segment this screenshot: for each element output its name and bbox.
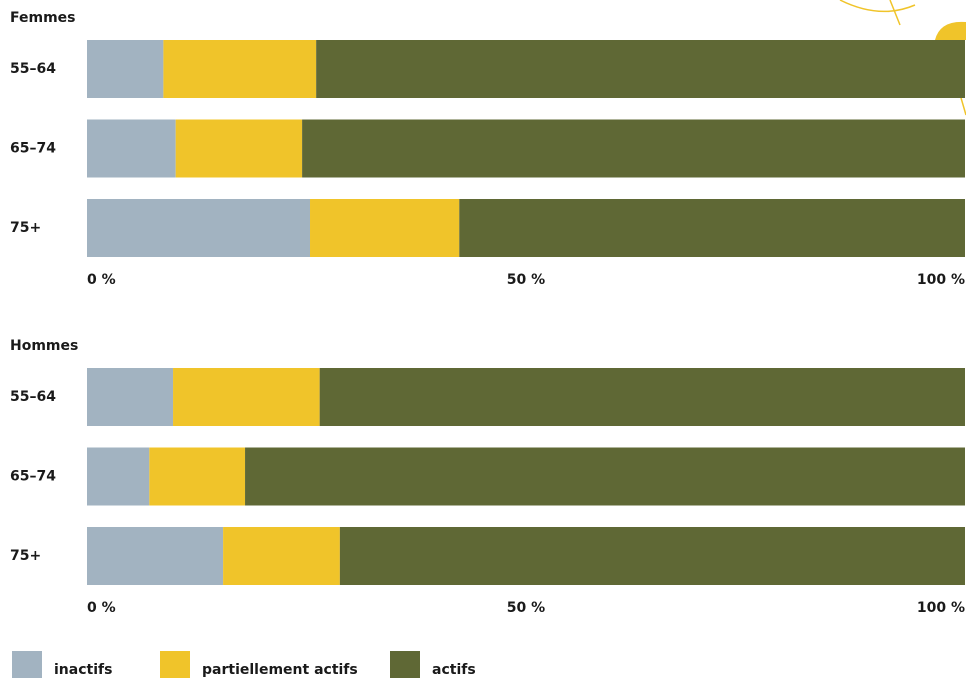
bar-segment bbox=[319, 368, 965, 426]
legend-label: partiellement actifs bbox=[202, 662, 358, 678]
x-tick-label: 50 % bbox=[507, 272, 545, 288]
x-tick-label: 50 % bbox=[507, 600, 545, 616]
x-tick-label: 100 % bbox=[917, 600, 965, 616]
x-tick-label: 100 % bbox=[917, 272, 965, 288]
legend-swatch bbox=[390, 651, 420, 678]
y-tick-label: 55–64 bbox=[10, 389, 56, 405]
bar-segment bbox=[173, 368, 320, 426]
x-tick-label: 0 % bbox=[87, 272, 116, 288]
bar-segment bbox=[87, 447, 150, 506]
bar-segment bbox=[149, 447, 246, 506]
legend-label: inactifs bbox=[54, 662, 112, 678]
legend-swatch bbox=[160, 651, 190, 678]
y-tick-label: 55–64 bbox=[10, 61, 56, 77]
bar-segment bbox=[310, 199, 460, 257]
legend-label: actifs bbox=[432, 662, 476, 678]
bar-segment bbox=[302, 119, 965, 178]
bar-segment bbox=[163, 40, 317, 98]
y-tick-label: 75+ bbox=[10, 220, 41, 236]
chart-title: Hommes bbox=[10, 338, 78, 354]
bar-segment bbox=[316, 40, 966, 98]
legend-swatch bbox=[12, 651, 42, 678]
bar-segment bbox=[87, 368, 174, 426]
bar-segment bbox=[87, 119, 176, 178]
x-tick-label: 0 % bbox=[87, 600, 116, 616]
bar-segment bbox=[175, 119, 303, 178]
bar-segment bbox=[87, 40, 164, 98]
bar-segment bbox=[459, 199, 965, 257]
chart-title: Femmes bbox=[10, 10, 76, 26]
y-tick-label: 65–74 bbox=[10, 469, 56, 485]
bar-segment bbox=[87, 199, 311, 257]
bar-segment bbox=[223, 527, 340, 585]
bar-segment bbox=[245, 447, 966, 506]
bar-segment bbox=[87, 527, 224, 585]
y-tick-label: 75+ bbox=[10, 548, 41, 564]
y-tick-label: 65–74 bbox=[10, 141, 56, 157]
bar-segment bbox=[339, 527, 965, 585]
